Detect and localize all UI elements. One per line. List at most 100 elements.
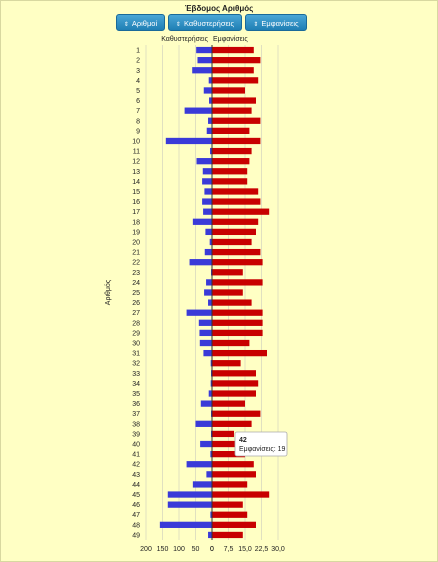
appearance-bar — [212, 198, 261, 205]
appearance-bar — [212, 218, 259, 225]
category-label: 37 — [132, 411, 140, 418]
appearance-bar — [212, 349, 267, 357]
delay-bar — [196, 158, 212, 165]
category-label: 27 — [132, 310, 140, 317]
delay-bar — [210, 360, 212, 367]
appearance-bar — [212, 511, 248, 518]
category-label: 48 — [132, 522, 140, 529]
appearance-bar — [212, 531, 243, 539]
sort-by-appearances-button[interactable]: ⇕ Εμφανίσεις — [245, 14, 307, 31]
x-tick-label: 100 — [173, 546, 185, 553]
appearance-bar — [212, 521, 256, 528]
category-label: 19 — [132, 229, 140, 236]
delay-bar — [210, 511, 212, 518]
delay-bar — [192, 218, 212, 225]
delay-bar — [186, 461, 212, 468]
appearance-bar — [212, 309, 263, 316]
appearance-bar — [212, 380, 259, 387]
appearance-bar — [212, 147, 252, 155]
delay-bar — [206, 471, 212, 478]
category-label: 15 — [132, 189, 140, 196]
delay-bar — [195, 420, 212, 427]
delay-bar — [198, 319, 212, 326]
appearance-bar — [212, 279, 263, 286]
appearance-bar — [212, 390, 256, 397]
delay-bar — [210, 147, 212, 155]
category-label: 3 — [136, 68, 140, 75]
appearance-bar — [212, 127, 250, 134]
delay-bar — [203, 87, 212, 94]
delay-bar — [200, 400, 212, 407]
delay-bar — [165, 137, 212, 145]
category-label: 25 — [132, 290, 140, 297]
category-label: 36 — [132, 401, 140, 408]
delay-bar — [159, 521, 212, 528]
category-label: 2 — [136, 58, 140, 65]
delay-bar — [203, 208, 212, 215]
delay-bar — [199, 329, 212, 337]
appearance-bar — [212, 46, 254, 54]
category-label: 21 — [132, 250, 140, 257]
appearance-bar — [212, 107, 252, 114]
appearance-bar — [212, 228, 256, 236]
category-label: 31 — [132, 351, 140, 358]
category-label: 28 — [132, 320, 140, 327]
category-label: 10 — [132, 138, 140, 145]
appearance-bar — [212, 269, 243, 276]
delay-bar — [208, 390, 212, 397]
category-label: 14 — [132, 179, 140, 186]
category-label: 47 — [132, 512, 140, 519]
delay-bar — [210, 451, 212, 458]
appearance-bar — [212, 461, 254, 468]
delay-bar — [208, 299, 212, 306]
delay-bar — [192, 67, 212, 74]
delay-bar — [202, 168, 212, 175]
category-label: 29 — [132, 330, 140, 337]
appearance-bar — [212, 57, 261, 64]
sort-by-delays-button[interactable]: ⇕ Καθυστερήσεις — [168, 14, 242, 31]
category-label: 39 — [132, 431, 140, 438]
category-label: 22 — [132, 260, 140, 267]
appearance-bar — [212, 188, 259, 195]
category-label: 45 — [132, 492, 140, 499]
category-label: 30 — [132, 341, 140, 348]
delay-bar — [199, 339, 212, 347]
sort-by-number-button[interactable]: ⇕ Αριθμοί — [116, 14, 165, 31]
appearance-bar — [212, 97, 256, 104]
category-label: 5 — [136, 88, 140, 95]
delay-bar — [186, 309, 212, 316]
category-label: 46 — [132, 502, 140, 509]
category-label: 49 — [132, 532, 140, 539]
appearance-bar — [212, 319, 263, 326]
appearance-bar — [212, 491, 270, 498]
category-label: 43 — [132, 472, 140, 479]
category-label: 42 — [132, 462, 140, 469]
appearance-bar — [212, 430, 234, 438]
appearance-bar — [212, 501, 243, 508]
x-tick-label: 15,0 — [238, 546, 252, 553]
category-label: 12 — [132, 159, 140, 166]
appearance-bar — [212, 137, 261, 145]
appearance-bar — [212, 299, 252, 306]
appearance-bar — [212, 400, 245, 407]
category-label: 9 — [136, 128, 140, 135]
delay-bar — [209, 238, 212, 246]
delay-bar — [167, 501, 212, 508]
appearance-bar — [212, 87, 245, 94]
appearance-bar — [212, 259, 263, 266]
appearance-bar — [212, 178, 248, 185]
delay-bar — [184, 107, 212, 114]
category-label: 16 — [132, 199, 140, 206]
category-label: 34 — [132, 381, 140, 388]
category-label: 6 — [136, 98, 140, 105]
tooltip-text: Εμφανίσεις: 19 — [239, 445, 285, 453]
appearance-bar — [212, 289, 243, 296]
delay-bar — [197, 57, 212, 64]
delay-bar — [203, 349, 212, 357]
x-tick-label: 0 — [210, 546, 214, 553]
delay-bar — [202, 198, 212, 205]
delay-bar — [204, 248, 212, 256]
tooltip-box — [234, 431, 288, 457]
appearance-bar — [212, 208, 270, 215]
appearance-bar — [212, 370, 256, 377]
